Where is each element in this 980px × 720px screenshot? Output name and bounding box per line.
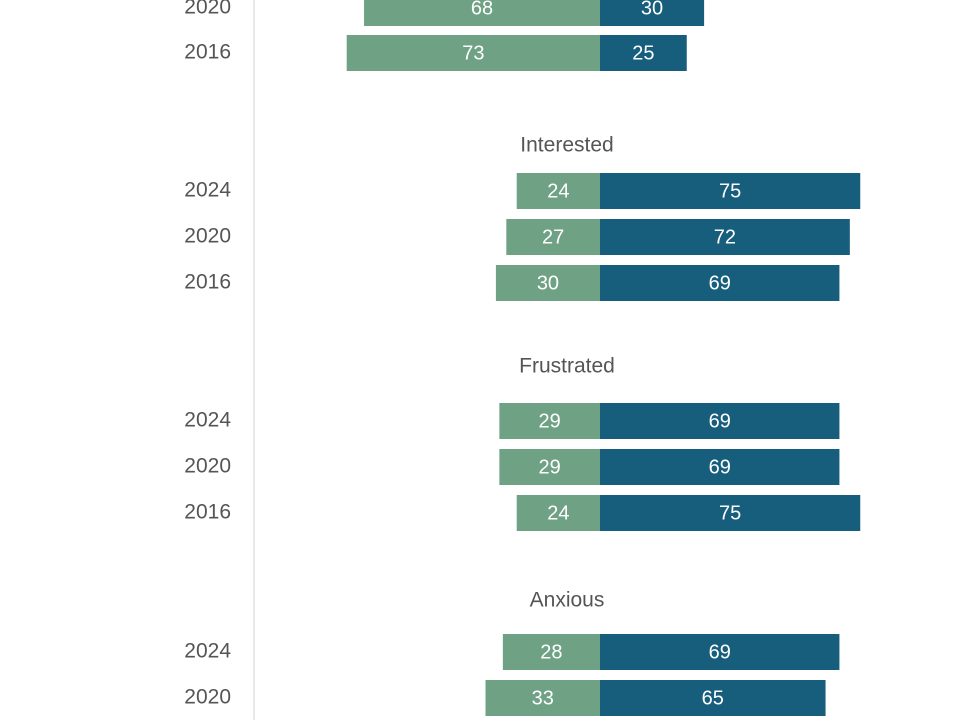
- bar-right-value: 69: [709, 641, 731, 663]
- bar-left-value: 29: [539, 410, 561, 432]
- group-label: Frustrated: [519, 355, 615, 378]
- bar-left-value: 68: [471, 0, 493, 19]
- bar-right: [600, 35, 687, 71]
- bar-right: [600, 680, 826, 716]
- bar-right: [600, 449, 840, 485]
- bar-right-value: 25: [632, 42, 654, 64]
- bar-right-value: 65: [702, 687, 724, 709]
- bar-right: [600, 219, 850, 255]
- group-label: Interested: [520, 134, 613, 157]
- year-label: 2020: [184, 455, 231, 478]
- bar-left: [346, 35, 600, 71]
- bar-left-value: 29: [539, 456, 561, 478]
- group-label: Anxious: [530, 589, 605, 612]
- bar-left-value: 73: [462, 42, 484, 64]
- bar-right-value: 69: [709, 272, 731, 294]
- year-label: 2024: [184, 409, 231, 432]
- bar-right-value: 72: [714, 226, 736, 248]
- bar-left: [506, 219, 600, 255]
- year-label: 2024: [184, 179, 231, 202]
- bar-left: [502, 634, 600, 670]
- bar-left: [499, 403, 600, 439]
- bar-left: [499, 449, 600, 485]
- year-label: 2016: [184, 271, 231, 294]
- bar-right: [600, 265, 840, 301]
- bar-right-value: 75: [719, 180, 741, 202]
- year-label: 2016: [184, 501, 231, 524]
- bar-right: [600, 634, 840, 670]
- year-label: 2020: [184, 225, 231, 248]
- bar-right: [600, 173, 861, 209]
- year-label: 2016: [184, 41, 231, 64]
- year-label: 2024: [184, 640, 231, 663]
- bar-right-value: 69: [709, 410, 731, 432]
- bar-left-value: 24: [547, 502, 569, 524]
- year-label: 2020: [184, 0, 231, 19]
- bar-left-value: 24: [547, 180, 569, 202]
- bar-left-value: 27: [542, 226, 564, 248]
- year-label: 2020: [184, 686, 231, 709]
- bar-left-value: 33: [532, 687, 554, 709]
- bar-left: [516, 173, 600, 209]
- bar-left: [516, 495, 600, 531]
- bar-left-value: 28: [540, 641, 562, 663]
- bar-left: [495, 265, 600, 301]
- bar-right: [600, 495, 861, 531]
- bar-left-value: 30: [537, 272, 559, 294]
- bar-right: [600, 0, 705, 26]
- bar-right-value: 75: [719, 502, 741, 524]
- bar-right-value: 69: [709, 456, 731, 478]
- bar-right-value: 30: [641, 0, 663, 19]
- bar-left: [364, 0, 600, 26]
- bar-left: [485, 680, 600, 716]
- bar-right: [600, 403, 840, 439]
